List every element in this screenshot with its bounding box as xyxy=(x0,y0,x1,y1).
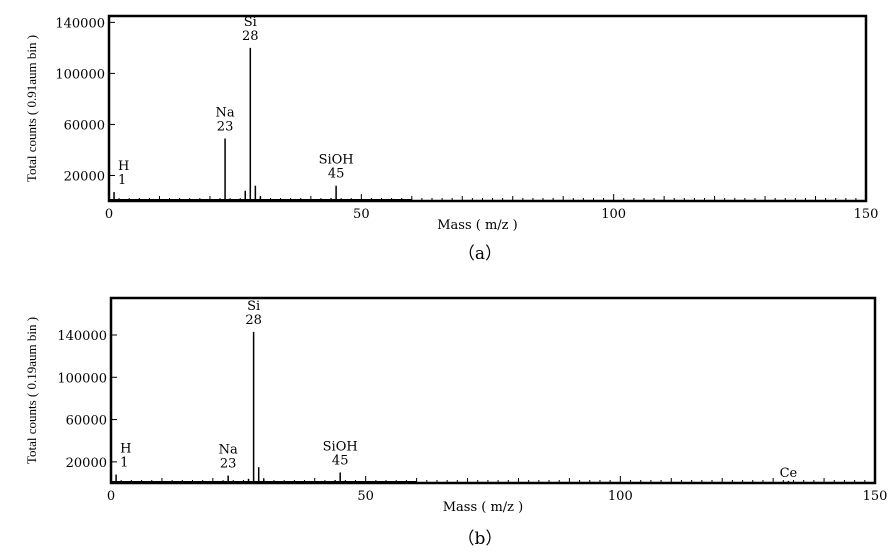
peak-label-name: SiOH xyxy=(323,439,358,454)
caption-b: （b） xyxy=(458,529,503,549)
y-tick-label: 100000 xyxy=(57,371,107,386)
plot-frame xyxy=(107,14,868,203)
y-tick-label: 100000 xyxy=(55,67,105,82)
peak-label-mass: 1 xyxy=(118,173,126,188)
y-tick-label: 60000 xyxy=(64,118,105,133)
x-tick-label: 100 xyxy=(601,207,626,222)
y-axis-label: Total counts ( 0.91aum bin ) xyxy=(24,35,39,182)
chart-panel-b: 0 50 100 150 20000 60000 100000 140000 Total cou… xyxy=(24,296,888,515)
peak-label-mass: 28 xyxy=(245,313,262,328)
y-tick-label: 60000 xyxy=(66,414,107,429)
peak-label-name: SiOH xyxy=(319,153,354,168)
peak-label-mass: 23 xyxy=(220,457,237,472)
x-tick-label: 0 xyxy=(107,489,115,504)
peak-label-name: Ce xyxy=(780,466,798,481)
x-tick-label: 150 xyxy=(854,207,879,222)
y-axis-label: Total counts ( 0.19aum bin ) xyxy=(24,317,39,464)
peak-label-mass: 28 xyxy=(242,29,259,44)
peak-label-name: H xyxy=(120,442,131,457)
y-tick-label: 20000 xyxy=(66,456,107,471)
x-tick-label: 50 xyxy=(353,207,370,222)
peak-label-name: Na xyxy=(219,443,238,458)
plot-frame xyxy=(109,296,877,485)
x-axis-label: Mass ( m/z ) xyxy=(443,500,524,515)
x-tick-label: 50 xyxy=(357,489,374,504)
peak-label-name: H xyxy=(118,159,129,174)
x-axis-label: Mass ( m/z ) xyxy=(437,218,518,233)
x-tick-label: 0 xyxy=(105,207,113,222)
caption-a: （a） xyxy=(458,244,502,264)
x-tick-label: 150 xyxy=(863,489,888,504)
peak-label-mass: 23 xyxy=(217,119,234,134)
x-tick-label: 100 xyxy=(608,489,633,504)
peak-label-name: Si xyxy=(247,299,260,314)
y-tick-label: 140000 xyxy=(57,329,107,344)
y-tick-label: 140000 xyxy=(55,16,105,31)
peak-label-mass: 45 xyxy=(328,167,345,182)
peak-label-name: Si xyxy=(244,15,257,30)
peak-label-mass: 1 xyxy=(120,456,128,471)
chart-panel-a: 0 50 100 150 20000 60000 100000 140000 Total cou… xyxy=(24,14,879,233)
y-tick-label: 20000 xyxy=(64,169,105,184)
peak-label-mass: 45 xyxy=(332,453,349,468)
peak-label-name: Na xyxy=(216,105,235,120)
